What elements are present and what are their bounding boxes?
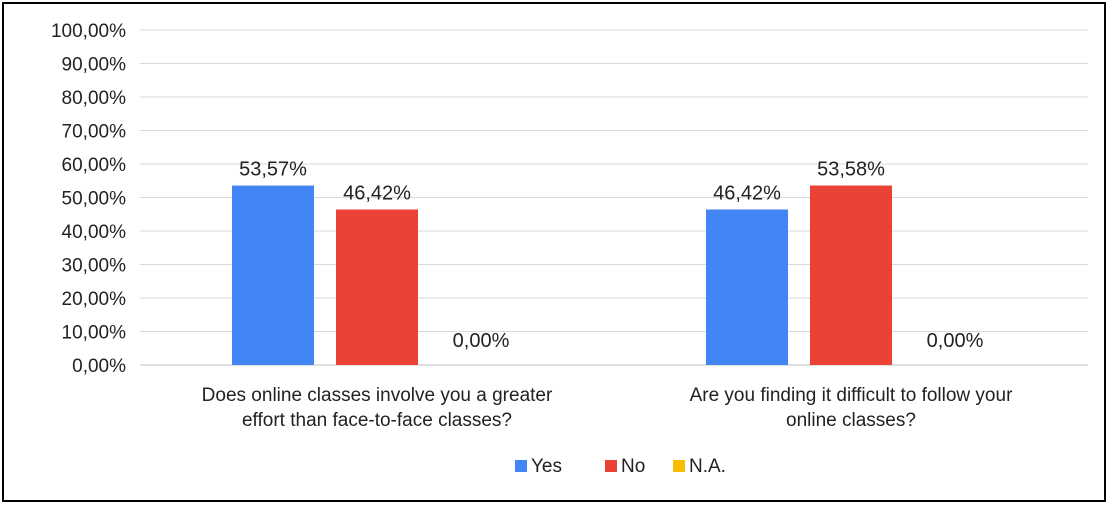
- y-tick-label: 60,00%: [62, 155, 127, 176]
- y-tick-label: 10,00%: [62, 323, 127, 344]
- bar-yes: [232, 185, 314, 365]
- y-tick-label: 70,00%: [62, 122, 127, 143]
- y-tick-label: 80,00%: [62, 88, 127, 109]
- y-tick-label: 100,00%: [51, 21, 126, 42]
- y-tick-label: 50,00%: [62, 189, 127, 210]
- category-label: Are you finding it difficult to follow y…: [690, 385, 1013, 406]
- y-tick-label: 30,00%: [62, 256, 127, 277]
- legend-swatch: [673, 460, 685, 472]
- bar-no: [336, 209, 418, 365]
- data-label: 46,42%: [343, 182, 411, 204]
- legend-label: N.A.: [689, 456, 726, 477]
- legend-label: No: [621, 456, 645, 477]
- category-label: effort than face-to-face classes?: [242, 410, 512, 431]
- legend-label: Yes: [531, 456, 562, 477]
- legend-swatch: [515, 460, 527, 472]
- data-label: 0,00%: [927, 330, 984, 352]
- data-label: 53,57%: [239, 159, 307, 181]
- bar-no: [810, 185, 892, 365]
- data-label: 46,42%: [713, 182, 781, 204]
- bar-yes: [706, 209, 788, 365]
- data-label: 0,00%: [453, 330, 510, 352]
- y-tick-label: 0,00%: [72, 356, 126, 377]
- y-tick-label: 20,00%: [62, 289, 127, 310]
- chart-frame: [2, 2, 1106, 502]
- y-tick-label: 40,00%: [62, 222, 127, 243]
- category-label: Does online classes involve you a greate…: [202, 385, 553, 406]
- y-tick-label: 90,00%: [62, 55, 127, 76]
- data-label: 53,58%: [817, 159, 885, 181]
- legend-swatch: [605, 460, 617, 472]
- category-label: online classes?: [786, 410, 916, 431]
